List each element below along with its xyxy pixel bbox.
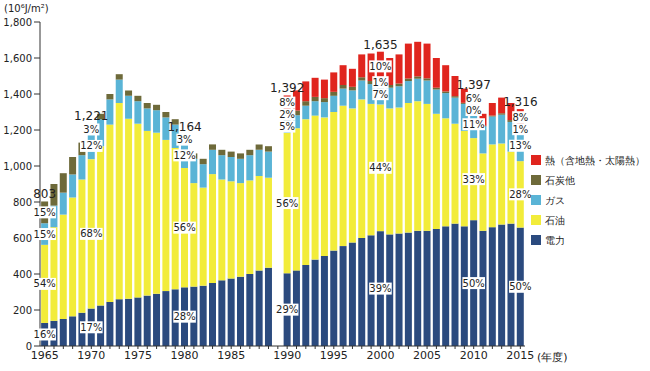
svg-text:1985: 1985 <box>217 349 245 362</box>
svg-text:12%: 12% <box>173 150 195 161</box>
svg-text:2%: 2% <box>279 109 295 120</box>
svg-text:1,397: 1,397 <box>457 78 491 92</box>
svg-text:1,200: 1,200 <box>8 125 32 136</box>
svg-text:56%: 56% <box>276 198 298 209</box>
svg-text:50%: 50% <box>463 278 485 289</box>
svg-text:3%: 3% <box>83 124 99 135</box>
svg-text:68%: 68% <box>80 228 102 239</box>
svg-text:15%: 15% <box>34 229 56 240</box>
svg-text:2005: 2005 <box>413 349 441 362</box>
svg-text:(10⁶J/m²): (10⁶J/m²) <box>8 3 49 14</box>
svg-text:16%: 16% <box>34 329 56 340</box>
svg-text:44%: 44% <box>369 162 391 173</box>
svg-text:1,400: 1,400 <box>8 89 32 100</box>
svg-text:0: 0 <box>26 341 32 352</box>
svg-text:803: 803 <box>33 187 56 201</box>
svg-text:8%: 8% <box>512 112 528 123</box>
svg-text:1965: 1965 <box>31 349 59 362</box>
svg-text:6%: 6% <box>466 93 482 104</box>
svg-text:15%: 15% <box>34 207 56 218</box>
svg-text:0%: 0% <box>466 105 482 116</box>
svg-text:2000: 2000 <box>366 349 394 362</box>
svg-text:28%: 28% <box>173 311 195 322</box>
svg-text:1%: 1% <box>512 124 528 135</box>
svg-text:7%: 7% <box>372 89 388 100</box>
svg-text:1990: 1990 <box>273 349 301 362</box>
svg-text:10%: 10% <box>369 61 391 72</box>
svg-text:1,164: 1,164 <box>167 120 201 134</box>
svg-text:1980: 1980 <box>171 349 199 362</box>
svg-text:石炭他: 石炭他 <box>545 175 575 186</box>
svg-text:1,392: 1,392 <box>270 81 304 95</box>
svg-text:1,000: 1,000 <box>8 161 32 172</box>
svg-text:600: 600 <box>13 233 32 244</box>
svg-text:2015: 2015 <box>506 349 534 362</box>
svg-text:56%: 56% <box>173 222 195 233</box>
svg-text:1%: 1% <box>372 77 388 88</box>
svg-text:54%: 54% <box>34 278 56 289</box>
svg-text:1,316: 1,316 <box>503 95 537 109</box>
svg-text:1,800: 1,800 <box>8 17 32 28</box>
svg-text:800: 800 <box>13 197 32 208</box>
svg-text:ガス: ガス <box>545 195 565 206</box>
svg-text:12%: 12% <box>80 140 102 151</box>
svg-text:50%: 50% <box>509 281 531 292</box>
svg-text:8%: 8% <box>279 97 295 108</box>
svg-text:39%: 39% <box>369 283 391 294</box>
svg-text:200: 200 <box>13 305 32 316</box>
svg-text:石油: 石油 <box>545 215 565 226</box>
svg-text:電力: 電力 <box>545 235 565 246</box>
svg-text:13%: 13% <box>509 140 531 151</box>
svg-text:2010: 2010 <box>460 349 488 362</box>
svg-text:11%: 11% <box>463 119 485 130</box>
svg-text:1,221: 1,221 <box>74 109 108 123</box>
svg-text:(年度): (年度) <box>537 351 568 364</box>
svg-text:1995: 1995 <box>320 349 348 362</box>
svg-text:1,600: 1,600 <box>8 53 32 64</box>
svg-text:28%: 28% <box>509 189 531 200</box>
svg-text:33%: 33% <box>463 174 485 185</box>
svg-text:3%: 3% <box>177 134 193 145</box>
svg-text:1970: 1970 <box>77 349 105 362</box>
svg-text:5%: 5% <box>279 121 295 132</box>
svg-text:熱（含地熱・太陽熱）: 熱（含地熱・太陽熱） <box>545 155 642 166</box>
svg-text:1,635: 1,635 <box>363 38 397 52</box>
svg-text:1975: 1975 <box>124 349 152 362</box>
svg-text:29%: 29% <box>276 304 298 315</box>
svg-text:400: 400 <box>13 269 32 280</box>
svg-text:17%: 17% <box>80 322 102 333</box>
